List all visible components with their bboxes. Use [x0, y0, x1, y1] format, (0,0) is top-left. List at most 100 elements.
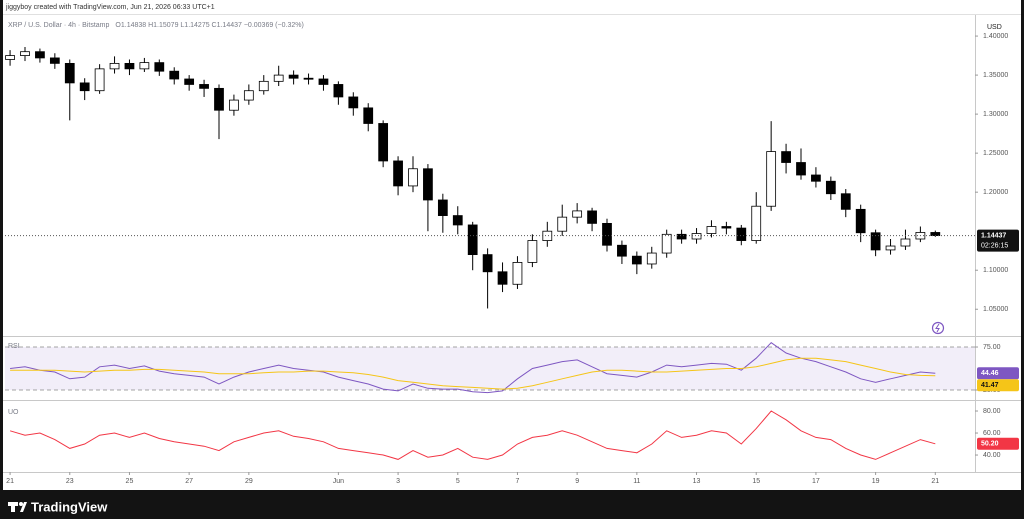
brand: TradingView: [31, 499, 108, 514]
candle-body: [602, 222, 612, 246]
candle-body: [5, 55, 15, 60]
last-value-label-box: [977, 367, 1019, 380]
candle-body: [617, 244, 627, 257]
y-tick-label: 1.35000: [983, 72, 1008, 79]
last-value-label: 41.47: [981, 382, 999, 389]
x-tick-label: 9: [575, 478, 579, 485]
y-tick-label: 1.10000: [983, 267, 1008, 274]
candle-body: [288, 74, 299, 79]
candle-body: [572, 210, 583, 218]
candle-body: [900, 238, 911, 247]
candle-body: [781, 151, 791, 163]
last-value-label-box: [977, 437, 1019, 450]
candle-body: [333, 84, 344, 98]
legend: XRP / U.S. Dollar · 4h · Bitstamp O1.1483…: [8, 22, 304, 29]
candle-body: [184, 78, 195, 85]
candle-body: [676, 233, 687, 240]
indicator-line: [10, 357, 936, 390]
candle-body: [557, 216, 568, 232]
ohlc-values: O1.14838 H1.15079 L1.14275 C1.14437 −0.0…: [115, 22, 303, 29]
candle-body: [855, 208, 866, 234]
candle-body: [408, 168, 418, 187]
currency: USD: [987, 24, 1002, 31]
last-price-label: 1.14437: [981, 232, 1006, 239]
y-tick-label: 1.05000: [983, 306, 1008, 313]
candle-body: [766, 151, 777, 207]
candle-body: [811, 174, 821, 182]
pane-title: UO: [8, 409, 19, 416]
y-tick-label: 60.00: [983, 430, 1001, 437]
candle-body: [229, 99, 239, 111]
candle-body: [497, 271, 508, 285]
candle-body: [452, 215, 463, 226]
candle-body: [94, 68, 105, 92]
y-tick-label: 75.00: [983, 344, 1001, 351]
x-tick-label: 13: [693, 478, 701, 485]
x-tick-label: 15: [752, 478, 760, 485]
candle-body: [318, 78, 329, 85]
x-tick-label: 17: [812, 478, 820, 485]
last-value-label: 44.46: [981, 370, 999, 377]
pane-title: RSI: [8, 343, 20, 350]
candle-body: [49, 57, 60, 64]
rsi-band: [5, 347, 975, 391]
candle-body: [467, 224, 478, 256]
candle-body: [378, 123, 389, 162]
last-value-label: 50.20: [981, 441, 999, 448]
symbol-title: XRP / U.S. Dollar · 4h · Bitstamp: [8, 22, 110, 29]
candle-body: [437, 199, 448, 216]
candle-body: [840, 193, 851, 210]
candle-body: [482, 254, 493, 273]
y-tick-label: 80.00: [983, 408, 1001, 415]
candle-body: [273, 74, 284, 82]
x-tick-label: 19: [872, 478, 880, 485]
x-tick-label: Jun: [333, 478, 344, 485]
indicator-line: [9, 410, 936, 460]
y-tick-label: 1.25000: [983, 150, 1008, 157]
y-tick-label: 1.20000: [983, 189, 1008, 196]
x-tick-label: 25: [126, 478, 134, 485]
replay-icon: [931, 321, 945, 335]
candle-body: [885, 245, 896, 251]
candle-body: [348, 96, 359, 109]
candle-body: [691, 233, 702, 240]
candle-body: [35, 51, 45, 59]
x-tick-label: 7: [516, 478, 520, 485]
y-tick-label: 40.00: [983, 452, 1001, 459]
candle-body: [139, 62, 150, 70]
candle-body: [706, 226, 717, 234]
canvas: [3, 0, 1021, 490]
candle-body: [825, 180, 836, 195]
y-tick-label: 1.30000: [983, 111, 1008, 118]
candles: [5, 47, 941, 309]
candle-body: [796, 162, 806, 176]
candle-body: [542, 230, 553, 241]
candle-body: [751, 205, 762, 241]
candle-body: [721, 226, 732, 229]
x-tick-label: 23: [66, 478, 74, 485]
candle-body: [527, 240, 538, 263]
last-price-box: [977, 229, 1019, 252]
x-tick-label: 3: [396, 478, 400, 485]
candle-body: [124, 62, 135, 70]
x-tick-label: 27: [185, 478, 193, 485]
candle-body: [870, 232, 881, 251]
x-tick-label: 21: [931, 478, 939, 485]
candle-body: [423, 168, 433, 201]
candle-body: [199, 84, 209, 89]
candle-body: [154, 62, 165, 72]
countdown: 02:26:15: [981, 242, 1008, 249]
candle-body: [631, 255, 642, 265]
x-tick-label: 11: [633, 478, 640, 485]
x-tick-label: 5: [456, 478, 460, 485]
credit: jiggyboy created with TradingView.com, J…: [5, 4, 215, 11]
candle-body: [20, 51, 30, 56]
candle-body: [661, 233, 672, 254]
last-value-label-box: [977, 379, 1019, 392]
candle-body: [79, 82, 90, 92]
candle-body: [303, 77, 314, 80]
indicator-line: [10, 342, 936, 394]
candle-body: [169, 70, 180, 80]
candle-body: [512, 262, 523, 285]
